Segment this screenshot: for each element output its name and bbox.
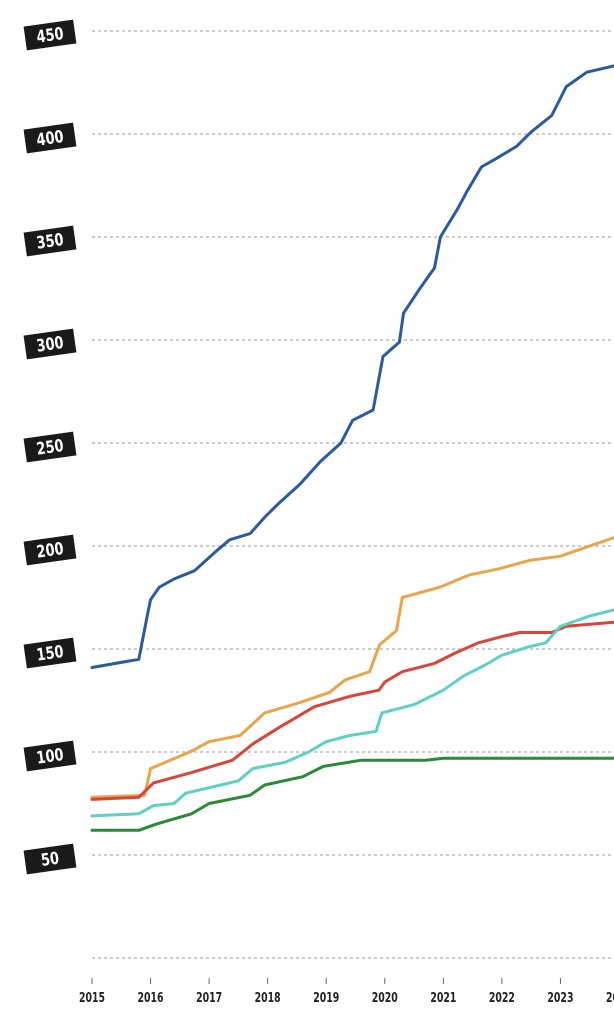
x-tick-label: 2022 bbox=[489, 990, 515, 1005]
x-tick-label: 2017 bbox=[196, 990, 222, 1005]
y-tick-box bbox=[23, 534, 77, 566]
y-tick: 300 bbox=[23, 328, 77, 360]
y-tick: 250 bbox=[23, 431, 77, 463]
y-tick-box bbox=[23, 637, 77, 669]
x-tick-label: 2015 bbox=[79, 990, 105, 1005]
x-tick-label: 2020 bbox=[372, 990, 398, 1005]
series-line bbox=[90, 64, 614, 669]
y-tick-label: 250 bbox=[35, 435, 65, 459]
y-tick: 200 bbox=[23, 534, 77, 566]
y-tick-box bbox=[23, 122, 77, 154]
y-tick: 400 bbox=[23, 122, 77, 154]
y-tick-label: 150 bbox=[35, 641, 65, 665]
y-tick-label: 400 bbox=[35, 126, 65, 150]
y-tick-box bbox=[23, 431, 77, 463]
x-tick-label: 2024 bbox=[606, 990, 614, 1005]
y-tick: 350 bbox=[23, 225, 77, 257]
y-tick-box bbox=[23, 328, 77, 360]
y-tick: 450 bbox=[23, 19, 77, 51]
y-tick-label: 300 bbox=[35, 332, 65, 356]
series-line bbox=[90, 536, 614, 799]
y-tick: 50 bbox=[23, 843, 77, 875]
x-tick-label: 2019 bbox=[313, 990, 339, 1005]
y-tick-label: 200 bbox=[35, 538, 65, 562]
y-tick-box bbox=[23, 19, 77, 51]
series-line bbox=[90, 620, 614, 801]
x-tick-label: 2021 bbox=[430, 990, 456, 1005]
y-tick-box bbox=[23, 225, 77, 257]
y-tick-label: 50 bbox=[40, 848, 61, 871]
y-tick-label: 450 bbox=[35, 23, 65, 47]
x-tick-label: 2018 bbox=[255, 990, 281, 1005]
y-tick-label: 100 bbox=[35, 744, 65, 768]
y-tick: 100 bbox=[23, 740, 77, 772]
x-tick-label: 2016 bbox=[138, 990, 164, 1005]
y-tick-box bbox=[23, 843, 77, 875]
y-tick: 150 bbox=[23, 637, 77, 669]
x-tick-label: 2023 bbox=[547, 990, 573, 1005]
y-tick-label: 350 bbox=[35, 229, 65, 253]
series-line bbox=[90, 608, 614, 818]
y-tick-box bbox=[23, 740, 77, 772]
series-line bbox=[90, 756, 614, 832]
